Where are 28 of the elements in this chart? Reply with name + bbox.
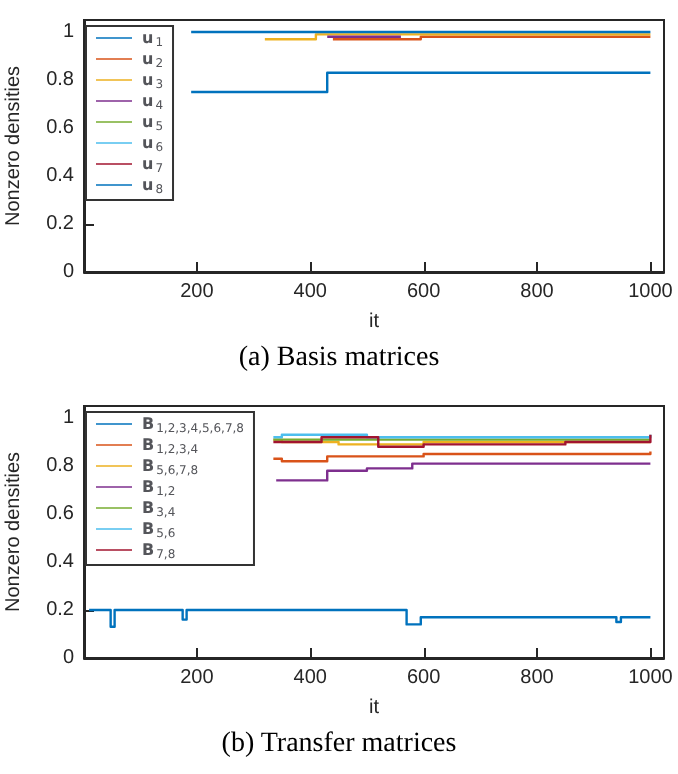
y-tick-label: 0 [62, 261, 75, 283]
x-tick-label: 400 [293, 667, 328, 689]
text: (b) Transfer matrices [221, 729, 457, 759]
x-tick-label: 1000 [628, 667, 674, 689]
x-tick-label: 400 [293, 281, 328, 303]
y-tick-label: 0.8 [46, 69, 75, 91]
x-axis-title: it [369, 696, 380, 719]
y-axis-title: Nonzero densities [3, 65, 25, 227]
x-tick-label: 600 [406, 667, 442, 689]
x-tick-label: 600 [406, 281, 442, 303]
x-tick-label: 200 [180, 667, 215, 689]
y-tick-label: 1 [62, 407, 75, 429]
y-tick-label: 0.4 [46, 551, 75, 573]
y-tick-label: 0 [62, 647, 75, 669]
y-tick-label: 0.4 [46, 165, 75, 187]
y-axis-title: Nonzero densities [3, 451, 25, 613]
y-tick-label: 0.6 [46, 503, 75, 525]
y-tick-label: 0.6 [46, 117, 75, 139]
x-tick-label: 1000 [628, 281, 674, 303]
y-tick-label: 1 [62, 21, 75, 43]
y-tick-label: 0.2 [46, 213, 75, 235]
text: (a) Basis matrices [238, 343, 440, 373]
x-tick-label: 800 [520, 281, 555, 303]
x-axis-title: it [369, 310, 380, 333]
y-tick-label: 0.8 [46, 455, 75, 477]
x-tick-label: 800 [520, 667, 555, 689]
y-tick-label: 0.2 [46, 599, 75, 621]
x-tick-label: 200 [180, 281, 215, 303]
